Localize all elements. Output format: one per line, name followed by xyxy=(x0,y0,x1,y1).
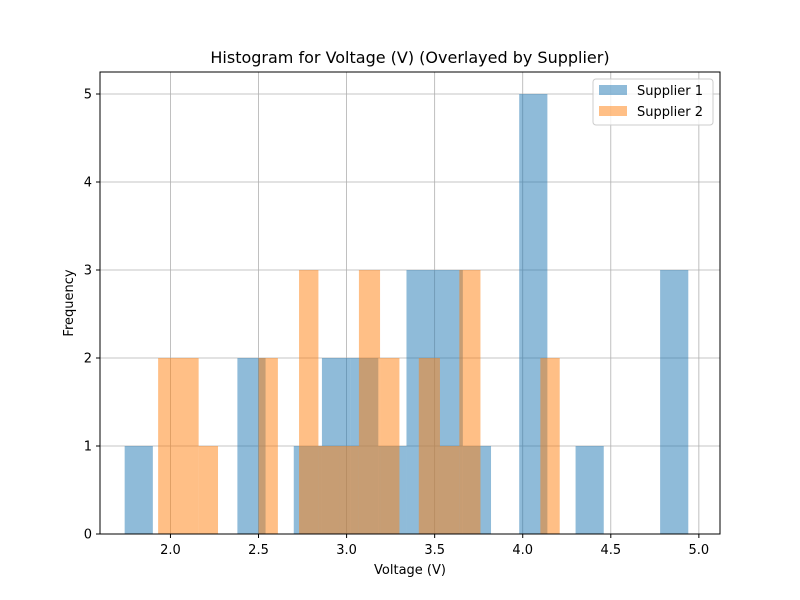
y-tick-label: 0 xyxy=(84,528,92,543)
histogram-bar-supplier-2 xyxy=(358,270,381,534)
histogram-bar-supplier-1 xyxy=(124,446,153,534)
legend-label-supplier-2: Supplier 2 xyxy=(637,105,703,120)
histogram-bar-supplier-2 xyxy=(177,358,199,534)
x-tick-label: 2.0 xyxy=(160,543,181,558)
histogram-bar-supplier-2 xyxy=(318,446,340,534)
x-tick-label: 4.0 xyxy=(512,543,533,558)
histogram-bar-supplier-2 xyxy=(380,358,400,534)
y-tick-label: 5 xyxy=(84,88,92,103)
y-tick-label: 3 xyxy=(84,264,92,279)
legend-swatch-supplier-2 xyxy=(599,106,627,116)
legend-label-supplier-1: Supplier 1 xyxy=(637,84,703,99)
histogram-bar-supplier-1 xyxy=(575,446,604,534)
x-tick-label: 5.0 xyxy=(689,543,710,558)
histogram-bar-supplier-2 xyxy=(418,358,440,534)
legend: Supplier 1 Supplier 2 xyxy=(592,78,714,126)
y-tick-label: 1 xyxy=(84,440,92,455)
histogram-bar-supplier-1 xyxy=(660,270,689,534)
legend-swatch-supplier-1 xyxy=(599,85,627,95)
histogram-bar-supplier-2 xyxy=(198,446,219,534)
histogram-bar-supplier-2 xyxy=(158,358,178,534)
x-axis-ticks: 2.0 2.5 3.0 3.5 4.0 4.5 5.0 xyxy=(160,534,709,558)
histogram-bar-supplier-2 xyxy=(439,446,460,534)
histogram-bar-supplier-2 xyxy=(299,270,319,534)
plot-frame xyxy=(99,71,721,535)
y-axis-ticks: 0 1 2 3 4 5 xyxy=(84,88,100,543)
histogram-bar-supplier-2 xyxy=(459,270,481,534)
y-tick-label: 4 xyxy=(84,176,92,191)
chart-title: Histogram for Voltage (V) (Overlayed by … xyxy=(210,48,609,67)
x-tick-label: 2.5 xyxy=(248,543,269,558)
x-tick-label: 4.5 xyxy=(600,543,621,558)
histogram-bar-supplier-2 xyxy=(258,358,278,534)
x-tick-label: 3.0 xyxy=(336,543,357,558)
histogram-bar-supplier-2 xyxy=(540,358,560,534)
x-axis-label: Voltage (V) xyxy=(374,563,446,578)
x-tick-label: 3.5 xyxy=(424,543,445,558)
histogram-bar-supplier-2 xyxy=(339,446,359,534)
bars xyxy=(124,94,689,534)
y-tick-label: 2 xyxy=(84,352,92,367)
y-axis-label: Frequency xyxy=(62,269,77,336)
